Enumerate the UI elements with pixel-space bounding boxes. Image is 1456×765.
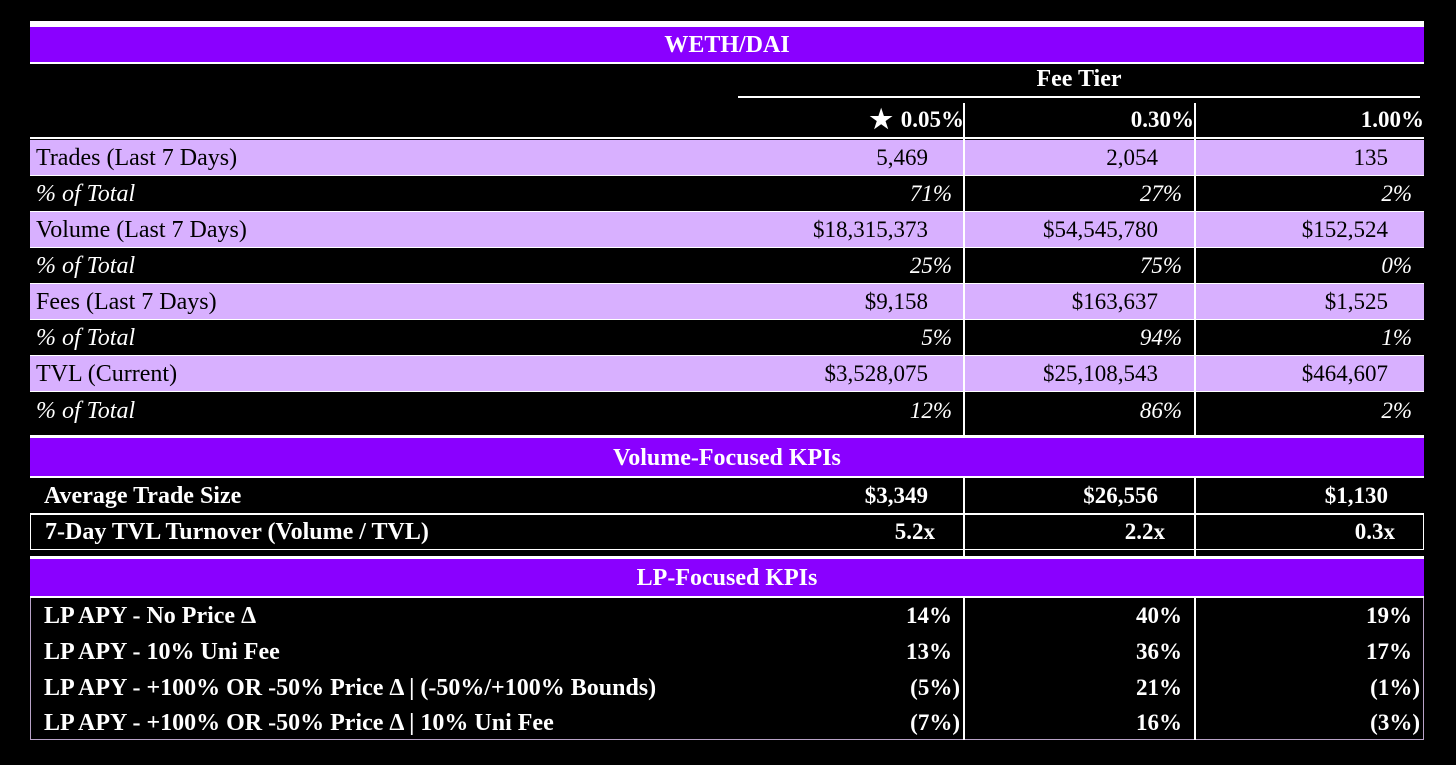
kpi-value: 40% xyxy=(1136,603,1182,628)
pct-value: 2% xyxy=(1381,181,1412,206)
pct-value: 94% xyxy=(1139,325,1182,350)
kpi-value: 21% xyxy=(1136,675,1182,700)
kpi-row-lp-apy-bounds: LP APY - +100% OR -50% Price Δ | (-50%/+… xyxy=(30,670,1424,706)
metric-value: $18,315,373 xyxy=(813,217,928,242)
header-rule xyxy=(30,137,1424,139)
pct-label: % of Total xyxy=(36,252,136,279)
metric-value: $54,545,780 xyxy=(1043,217,1158,242)
pct-row-tvl: % of Total 12% 86% 2% xyxy=(30,392,1424,430)
kpi-row-lp-apy-uni-fee-price: LP APY - +100% OR -50% Price Δ | 10% Uni… xyxy=(30,706,1424,740)
kpi-label: 7-Day TVL Turnover (Volume / TVL) xyxy=(45,518,429,545)
kpi-value: 13% xyxy=(906,639,952,664)
kpi-label: Average Trade Size xyxy=(44,482,242,509)
metric-row-tvl: TVL (Current) $3,528,075 $25,108,543 $46… xyxy=(30,356,1424,392)
column-divider xyxy=(963,478,965,556)
metric-value: $9,158 xyxy=(864,289,928,314)
column-divider xyxy=(1194,103,1196,435)
kpi-value: 36% xyxy=(1136,639,1182,664)
pct-value: 75% xyxy=(1139,253,1182,278)
metric-value: 5,469 xyxy=(876,145,928,170)
metric-row-trades: Trades (Last 7 Days) 5,469 2,054 135 xyxy=(30,140,1424,176)
row-separator xyxy=(30,391,1424,392)
pct-value: 2% xyxy=(1381,398,1412,423)
kpi-row-lp-apy-uni-fee: LP APY - 10% Uni Fee 13% 36% 17% xyxy=(30,634,1424,670)
column-divider xyxy=(963,103,965,435)
kpi-value: 19% xyxy=(1366,603,1412,628)
pct-value: 86% xyxy=(1139,398,1182,423)
row-separator xyxy=(30,319,1424,320)
kpi-row-lp-apy-no-price: LP APY - No Price Δ 14% 40% 19% xyxy=(30,598,1424,634)
kpi-value: 14% xyxy=(906,603,952,628)
lp-kpis-title: LP-Focused KPIs xyxy=(30,556,1424,598)
metric-label: Fees (Last 7 Days) xyxy=(36,288,217,315)
metric-value: 2,054 xyxy=(1106,145,1158,170)
kpi-value: 5.2x xyxy=(894,519,935,544)
row-separator xyxy=(30,175,1424,176)
metric-value: 135 xyxy=(1353,145,1389,170)
pct-row-fees: % of Total 5% 94% 1% xyxy=(30,320,1424,356)
kpi-value: $26,556 xyxy=(1083,483,1158,508)
volume-kpis-title: Volume-Focused KPIs xyxy=(30,435,1424,478)
fee-tier-underline xyxy=(738,96,1420,98)
star-icon: ★ xyxy=(869,105,893,134)
kpi-value: $3,349 xyxy=(864,483,928,508)
kpi-label: LP APY - +100% OR -50% Price Δ | (-50%/+… xyxy=(44,674,657,701)
top-rule xyxy=(30,21,1424,24)
pct-value: 25% xyxy=(909,253,952,278)
row-separator xyxy=(30,513,1424,514)
row-separator xyxy=(30,355,1424,356)
column-divider xyxy=(1194,598,1196,740)
metric-label: Volume (Last 7 Days) xyxy=(36,216,247,243)
kpi-value: (7%) xyxy=(910,710,960,735)
kpi-value: (1%) xyxy=(1370,675,1420,700)
kpi-value: 0.3x xyxy=(1354,519,1395,544)
row-separator xyxy=(30,247,1424,248)
kpi-label: LP APY - +100% OR -50% Price Δ | 10% Uni… xyxy=(44,709,554,736)
pct-value: 12% xyxy=(909,398,952,423)
kpi-value: (5%) xyxy=(910,675,960,700)
fee-tier-heading: Fee Tier xyxy=(1036,66,1122,92)
kpi-value: 16% xyxy=(1136,710,1182,735)
metric-value: $163,637 xyxy=(1071,289,1158,314)
pct-value: 5% xyxy=(921,325,952,350)
column-divider xyxy=(1194,478,1196,556)
pct-value: 27% xyxy=(1139,181,1182,206)
table-title: WETH/DAI xyxy=(30,24,1424,64)
pct-value: 1% xyxy=(1381,325,1412,350)
kpi-value: $1,130 xyxy=(1324,483,1388,508)
kpi-label: LP APY - No Price Δ xyxy=(44,602,257,629)
metric-value: $3,528,075 xyxy=(824,361,929,386)
tier-header-2: 0.30% xyxy=(1130,107,1194,132)
row-separator xyxy=(30,283,1424,284)
pct-label: % of Total xyxy=(36,180,136,207)
kpi-value: 2.2x xyxy=(1124,519,1165,544)
pct-label: % of Total xyxy=(36,397,136,424)
pct-value: 0% xyxy=(1381,253,1412,278)
kpi-row-avg-trade: Average Trade Size $3,349 $26,556 $1,130 xyxy=(30,478,1424,514)
metric-value: $464,607 xyxy=(1301,361,1388,386)
pct-label: % of Total xyxy=(36,324,136,351)
metric-value: $25,108,543 xyxy=(1043,361,1158,386)
column-divider xyxy=(963,598,965,740)
metric-value: $1,525 xyxy=(1324,289,1388,314)
kpi-value: (3%) xyxy=(1370,710,1420,735)
lp-kpis-frame xyxy=(30,598,1424,740)
kpi-label: LP APY - 10% Uni Fee xyxy=(44,638,280,665)
metric-row-volume: Volume (Last 7 Days) $18,315,373 $54,545… xyxy=(30,212,1424,248)
metric-label: TVL (Current) xyxy=(36,360,178,387)
pct-value: 71% xyxy=(909,181,952,206)
metric-label: Trades (Last 7 Days) xyxy=(36,144,238,171)
fee-tier-header-row: ★ 0.05% 0.30% 1.00% xyxy=(30,103,1424,137)
pct-row-volume: % of Total 25% 75% 0% xyxy=(30,248,1424,284)
pct-row-trades: % of Total 71% 27% 2% xyxy=(30,176,1424,212)
row-separator xyxy=(30,211,1424,212)
kpi-row-turnover: 7-Day TVL Turnover (Volume / TVL) 5.2x 2… xyxy=(30,514,1424,550)
tier-header-1: ★ 0.05% xyxy=(869,105,964,134)
kpi-value: 17% xyxy=(1366,639,1412,664)
tier-header-3: 1.00% xyxy=(1360,107,1424,132)
metric-value: $152,524 xyxy=(1301,217,1388,242)
metric-row-fees: Fees (Last 7 Days) $9,158 $163,637 $1,52… xyxy=(30,284,1424,320)
